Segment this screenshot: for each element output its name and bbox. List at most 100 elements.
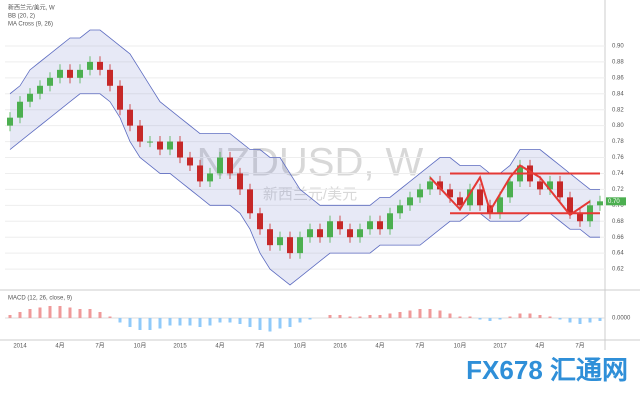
macd-bar	[488, 318, 492, 321]
candle-body	[127, 109, 133, 126]
x-tick-label: 7月	[415, 343, 424, 350]
candle-body	[257, 213, 263, 230]
candle-body	[167, 141, 173, 150]
watermark-subtitle: 新西兰元/美元	[263, 186, 357, 203]
macd-bar	[38, 307, 42, 318]
macd-bar	[508, 316, 512, 318]
macd-bar	[98, 312, 102, 318]
macd-bar	[248, 318, 252, 327]
candle-body	[417, 189, 423, 198]
macd-bar	[418, 309, 422, 318]
macd-bar	[278, 318, 282, 329]
candle-body	[557, 181, 563, 198]
macd-bar	[538, 315, 542, 318]
macd-bar	[378, 315, 382, 318]
macd-bar	[228, 318, 232, 323]
y-tick-label: 0.74	[612, 171, 624, 177]
y-tick-label: 0.86	[612, 75, 624, 81]
candle-body	[217, 157, 223, 174]
trend-line	[429, 164, 591, 217]
x-tick-label: 4月	[535, 343, 544, 350]
candle-body	[437, 181, 443, 190]
candle-body	[467, 189, 473, 206]
candle-body	[337, 221, 343, 230]
x-tick-label: 7月	[255, 343, 264, 350]
x-tick-label: 7月	[575, 343, 584, 350]
candle-body	[407, 197, 413, 206]
macd-bar	[148, 318, 152, 330]
macd-bar	[368, 315, 372, 318]
macd-bar	[58, 306, 62, 318]
candle-body	[567, 197, 573, 214]
candle-body	[477, 189, 483, 206]
candle-body	[397, 205, 403, 214]
y-tick-label: 0.72	[612, 187, 624, 193]
candle-body	[67, 69, 73, 78]
candle-body	[347, 229, 353, 238]
macd-bar	[198, 318, 202, 327]
y-tick-label: 0.82	[612, 107, 624, 113]
macd-bar	[208, 318, 212, 326]
candle-body	[457, 197, 463, 206]
macd-bar	[258, 318, 262, 330]
macd-bar	[518, 313, 522, 318]
candle-body	[207, 173, 213, 182]
y-tick-label: 0.78	[612, 139, 624, 145]
macd-bar	[188, 318, 192, 326]
macd-bar	[528, 313, 532, 318]
y-tick-label: 0.84	[612, 91, 624, 97]
macd-bar	[468, 316, 472, 318]
candle-body	[107, 69, 113, 86]
candle-body	[177, 141, 183, 158]
candle-body	[137, 125, 143, 142]
candle-body	[187, 157, 193, 166]
candle-body	[27, 93, 33, 102]
macd-bar	[68, 307, 72, 318]
macd-bar	[448, 313, 452, 318]
macd-bar	[348, 316, 352, 318]
legend-bands: BB (20, 2)	[8, 14, 35, 20]
candle-body	[577, 213, 583, 222]
macd-bar	[128, 318, 132, 327]
candle-body	[97, 61, 103, 70]
price-tag-label: 0.70	[608, 199, 620, 205]
macd-bar	[498, 318, 502, 320]
macd-bar	[168, 318, 172, 326]
candle-body	[227, 157, 233, 174]
macd-bar	[48, 306, 52, 318]
macd-bar	[308, 318, 312, 320]
macd-tick-label: 0.0000	[612, 316, 631, 322]
candle-body	[307, 229, 313, 238]
macd-bar	[88, 309, 92, 318]
candle-body	[47, 77, 53, 86]
macd-bar	[588, 318, 592, 323]
candle-body	[117, 85, 123, 110]
macd-bar	[358, 316, 362, 318]
x-tick-label: 10月	[134, 343, 147, 350]
x-tick-label: 10月	[294, 343, 307, 350]
y-tick-label: 0.66	[612, 235, 624, 241]
macd-bar	[28, 309, 32, 318]
logo: FX678 汇通网	[466, 355, 628, 385]
macd-bar	[118, 318, 122, 323]
candle-body	[17, 101, 23, 118]
legend-symbol: 新西兰元/美元, W	[8, 4, 55, 12]
candle-body	[537, 181, 543, 190]
macd-bar	[598, 318, 602, 321]
macd-bar	[478, 318, 482, 320]
macd-bar	[438, 310, 442, 318]
candle-body	[277, 237, 283, 246]
x-tick-label: 2017	[493, 344, 507, 350]
band-line	[9, 93, 600, 286]
candle-body	[507, 181, 513, 198]
x-tick-label: 2015	[173, 344, 187, 350]
legend-ma: MA Cross (9, 26)	[8, 22, 53, 28]
candle-body	[357, 229, 363, 238]
candle-body	[327, 221, 333, 238]
y-tick-label: 0.90	[612, 44, 624, 50]
candle-body	[77, 69, 83, 78]
candle-body	[287, 237, 293, 254]
x-tick-label: 4月	[55, 343, 64, 350]
candle-body	[37, 85, 43, 94]
